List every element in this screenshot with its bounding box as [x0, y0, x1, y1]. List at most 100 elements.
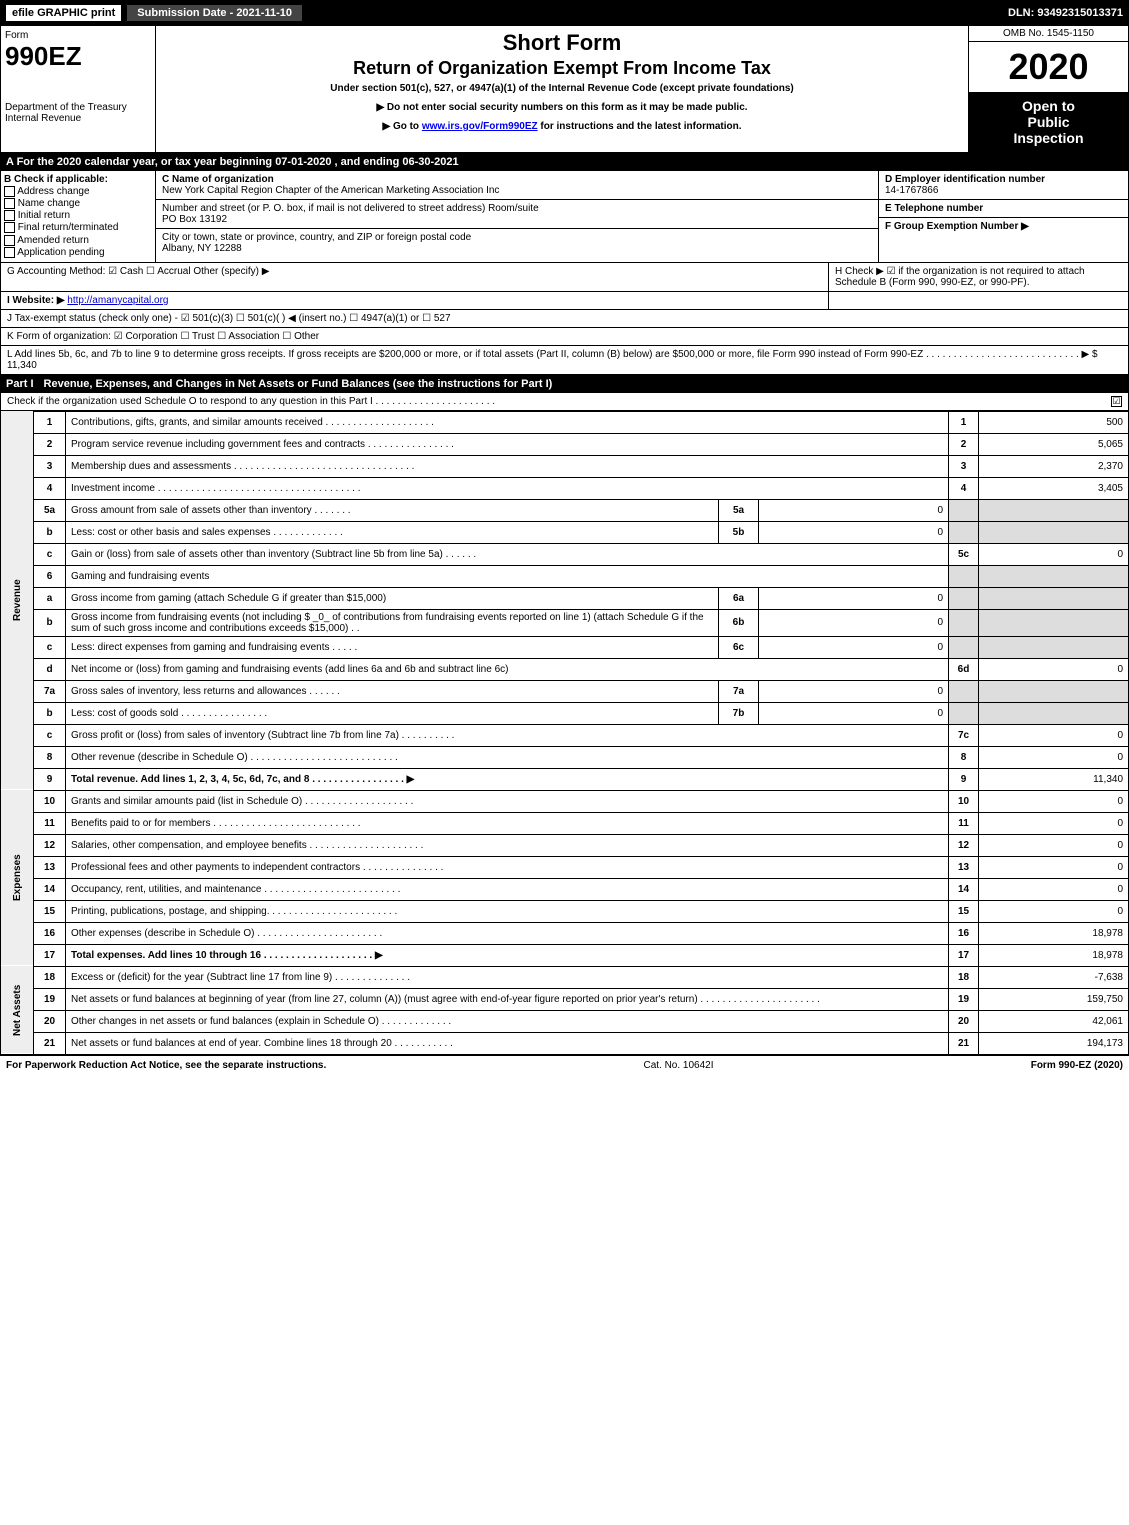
l5c-box: 5c [949, 543, 979, 565]
chk-app-pending[interactable]: Application pending [4, 247, 152, 258]
header-right: OMB No. 1545-1150 2020 Open to Public In… [968, 26, 1128, 152]
goto-pre: ▶ Go to [382, 121, 421, 132]
l7a-val: 0 [759, 680, 949, 702]
chk-amended-return[interactable]: Amended return [4, 235, 152, 246]
line-14: 14 Occupancy, rent, utilities, and maint… [1, 878, 1129, 900]
l14-desc: Occupancy, rent, utilities, and maintena… [66, 878, 949, 900]
l18-desc: Excess or (deficit) for the year (Subtra… [66, 966, 949, 988]
form-header: Form 990EZ Department of the Treasury In… [0, 26, 1129, 153]
l8-desc: Other revenue (describe in Schedule O) .… [66, 746, 949, 768]
line-20: 20 Other changes in net assets or fund b… [1, 1010, 1129, 1032]
line-4: 4 Investment income . . . . . . . . . . … [1, 477, 1129, 499]
l6b-shade1 [949, 609, 979, 636]
l7b-desc: Less: cost of goods sold . . . . . . . .… [66, 702, 719, 724]
l21-box: 21 [949, 1032, 979, 1054]
l7b-box: 7b [719, 702, 759, 724]
note-no-ssn: ▶ Do not enter social security numbers o… [160, 102, 964, 113]
chk-address-change[interactable]: Address change [4, 186, 152, 197]
line-3: 3 Membership dues and assessments . . . … [1, 455, 1129, 477]
title-return: Return of Organization Exempt From Incom… [160, 58, 964, 79]
side-netassets: Net Assets [1, 966, 34, 1054]
l15-val: 0 [979, 900, 1129, 922]
l17-box: 17 [949, 944, 979, 966]
submission-date: Submission Date - 2021-11-10 [127, 5, 302, 21]
org-city-row: City or town, state or province, country… [156, 229, 878, 257]
line-2: 2 Program service revenue including gove… [1, 433, 1129, 455]
part1-sub: Check if the organization used Schedule … [0, 393, 1129, 411]
l21-num: 21 [34, 1032, 66, 1054]
line-1: Revenue 1 Contributions, gifts, grants, … [1, 411, 1129, 433]
irs-link[interactable]: www.irs.gov/Form990EZ [422, 121, 538, 132]
l6d-num: d [34, 658, 66, 680]
chk-label-3: Final return/terminated [18, 223, 119, 234]
side-revenue: Revenue [1, 411, 34, 790]
chk-label-4: Amended return [17, 235, 89, 246]
line-15: 15 Printing, publications, postage, and … [1, 900, 1129, 922]
l11-num: 11 [34, 812, 66, 834]
l6-shade1 [949, 565, 979, 587]
l9-val: 11,340 [979, 768, 1129, 790]
part1-sub-text: Check if the organization used Schedule … [7, 396, 495, 407]
l6c-shade2 [979, 636, 1129, 658]
l12-box: 12 [949, 834, 979, 856]
line-7c: c Gross profit or (loss) from sales of i… [1, 724, 1129, 746]
line-10: Expenses 10 Grants and similar amounts p… [1, 790, 1129, 812]
dept-treasury: Department of the Treasury [5, 102, 151, 113]
l5b-shade2 [979, 521, 1129, 543]
l12-desc: Salaries, other compensation, and employ… [66, 834, 949, 856]
l7a-shade2 [979, 680, 1129, 702]
website-link[interactable]: http://amanycapital.org [67, 295, 168, 306]
ein-row: D Employer identification number 14-1767… [879, 171, 1128, 200]
col-b-title: B Check if applicable: [4, 174, 152, 185]
group-exempt-row: F Group Exemption Number ▶ [879, 218, 1128, 235]
chk-final-return[interactable]: Final return/terminated [4, 222, 152, 233]
website-label: I Website: ▶ [7, 295, 65, 306]
l13-box: 13 [949, 856, 979, 878]
l18-val: -7,638 [979, 966, 1129, 988]
chk-name-change[interactable]: Name change [4, 198, 152, 209]
line-21: 21 Net assets or fund balances at end of… [1, 1032, 1129, 1054]
info-grid: B Check if applicable: Address change Na… [0, 171, 1129, 263]
header-mid: Short Form Return of Organization Exempt… [156, 26, 968, 152]
l10-val: 0 [979, 790, 1129, 812]
col-c: C Name of organization New York Capital … [156, 171, 878, 262]
row-k: K Form of organization: ☑ Corporation ☐ … [0, 328, 1129, 346]
l9-desc-text: Total revenue. Add lines 1, 2, 3, 4, 5c,… [71, 774, 414, 785]
l16-desc: Other expenses (describe in Schedule O) … [66, 922, 949, 944]
org-city-label: City or town, state or province, country… [162, 232, 872, 243]
note-goto: ▶ Go to www.irs.gov/Form990EZ for instru… [160, 121, 964, 132]
l7c-num: c [34, 724, 66, 746]
l5c-num: c [34, 543, 66, 565]
l7b-shade2 [979, 702, 1129, 724]
l1-val: 500 [979, 411, 1129, 433]
l6-desc: Gaming and fundraising events [66, 565, 949, 587]
l6a-num: a [34, 587, 66, 609]
line-7a: 7a Gross sales of inventory, less return… [1, 680, 1129, 702]
l2-val: 5,065 [979, 433, 1129, 455]
line-17: 17 Total expenses. Add lines 10 through … [1, 944, 1129, 966]
chk-initial-return[interactable]: Initial return [4, 210, 152, 221]
line-13: 13 Professional fees and other payments … [1, 856, 1129, 878]
l19-desc: Net assets or fund balances at beginning… [66, 988, 949, 1010]
chk-label-2: Initial return [18, 210, 70, 221]
line-5c: c Gain or (loss) from sale of assets oth… [1, 543, 1129, 565]
open-line2: Public [975, 114, 1122, 130]
line-18: Net Assets 18 Excess or (deficit) for th… [1, 966, 1129, 988]
open-line1: Open to [975, 98, 1122, 114]
l5b-num: b [34, 521, 66, 543]
part1-checkbox[interactable]: ☑ [1111, 396, 1122, 407]
l6b-box: 6b [719, 609, 759, 636]
l3-num: 3 [34, 455, 66, 477]
chk-label-5: Application pending [17, 247, 104, 258]
l3-desc: Membership dues and assessments . . . . … [66, 455, 949, 477]
org-name-row: C Name of organization New York Capital … [156, 171, 878, 200]
l16-val: 18,978 [979, 922, 1129, 944]
l4-box: 4 [949, 477, 979, 499]
l13-desc: Professional fees and other payments to … [66, 856, 949, 878]
dln: DLN: 93492315013371 [1008, 7, 1123, 19]
l10-box: 10 [949, 790, 979, 812]
l6c-shade1 [949, 636, 979, 658]
title-short-form: Short Form [160, 30, 964, 56]
l9-num: 9 [34, 768, 66, 790]
l16-box: 16 [949, 922, 979, 944]
